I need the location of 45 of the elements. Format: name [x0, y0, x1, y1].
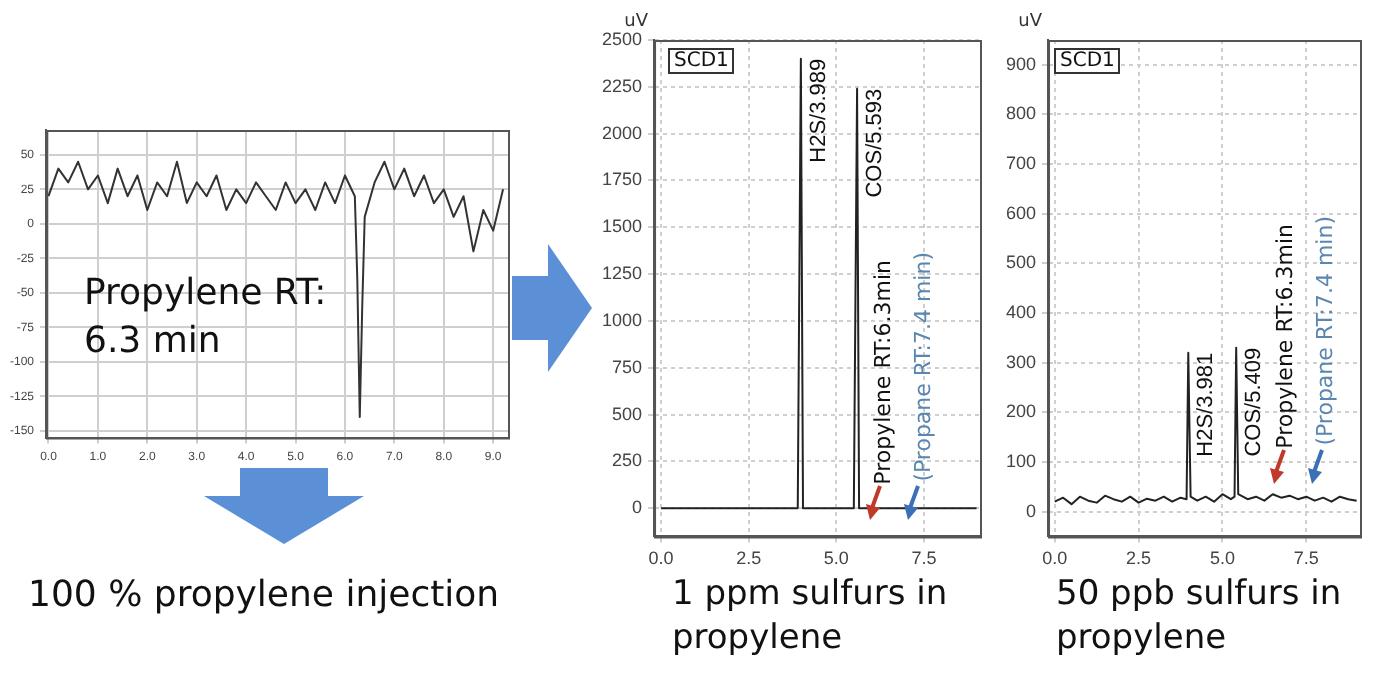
annotation: COS/5.593: [863, 88, 888, 198]
y-tick-label: 600: [1005, 202, 1037, 223]
y-tick-label: 700: [1005, 153, 1037, 174]
y-tick-label: 200: [1005, 401, 1037, 422]
y-tick-label: 1000: [601, 309, 643, 330]
y-tick-label: 0: [632, 497, 643, 518]
x-tick-label: 2.5: [1126, 548, 1152, 569]
x-tick-label: 5.0: [1209, 548, 1235, 569]
annotation: SCD1: [1054, 48, 1121, 74]
y-tick-label: 100: [1005, 450, 1037, 471]
annotation: Propylene RT:6.3min: [1272, 224, 1298, 449]
text: 1 ppm sulfurs in propylene: [672, 572, 950, 660]
y-tick-label: 900: [1005, 53, 1037, 74]
y-tick-label: 750: [611, 356, 643, 377]
y-tick-label: 500: [611, 403, 643, 424]
y-tick-label: 800: [1005, 103, 1037, 124]
y-tick-label: 1500: [601, 216, 643, 237]
y-tick-label: 2250: [601, 75, 643, 96]
y-tick-label: 400: [1005, 301, 1037, 322]
annotation: COS/5.409: [1242, 347, 1267, 457]
y-axis-title: uV: [1018, 11, 1044, 32]
x-tick-label: 7.5: [1293, 548, 1319, 569]
y-tick-label: 0: [1026, 500, 1037, 521]
annotation: (Propane RT:7.4 min): [1312, 216, 1338, 446]
x-tick-label: 5.0: [823, 548, 849, 569]
y-tick-label: 300: [1005, 351, 1037, 372]
y-tick-label: 1750: [601, 169, 643, 190]
x-tick-label: 0.0: [1042, 548, 1068, 569]
y-axis-title: uV: [624, 11, 650, 32]
y-tick-label: 500: [1005, 252, 1037, 273]
annotation: H2S/3.989: [806, 58, 831, 163]
y-tick-label: 1250: [601, 263, 643, 284]
annotation: Propylene RT:6.3min: [870, 260, 896, 485]
y-tick-label: 250: [611, 450, 643, 471]
x-tick-label: 2.5: [736, 548, 762, 569]
x-tick-label: 0.0: [648, 548, 674, 569]
y-tick-label: 2000: [601, 122, 643, 143]
annotation: SCD1: [668, 48, 735, 74]
annotation: (Propane RT:7.4 min): [910, 252, 936, 482]
y-tick-label: 2500: [601, 28, 643, 49]
text: 50 ppb sulfurs in propylene: [1056, 572, 1344, 660]
annotation: Propylene RT: 6.3 min: [84, 270, 329, 366]
annotation: H2S/3.981: [1194, 352, 1219, 457]
text: 100 % propylene injection: [28, 574, 502, 616]
x-tick-label: 7.5: [911, 548, 937, 569]
